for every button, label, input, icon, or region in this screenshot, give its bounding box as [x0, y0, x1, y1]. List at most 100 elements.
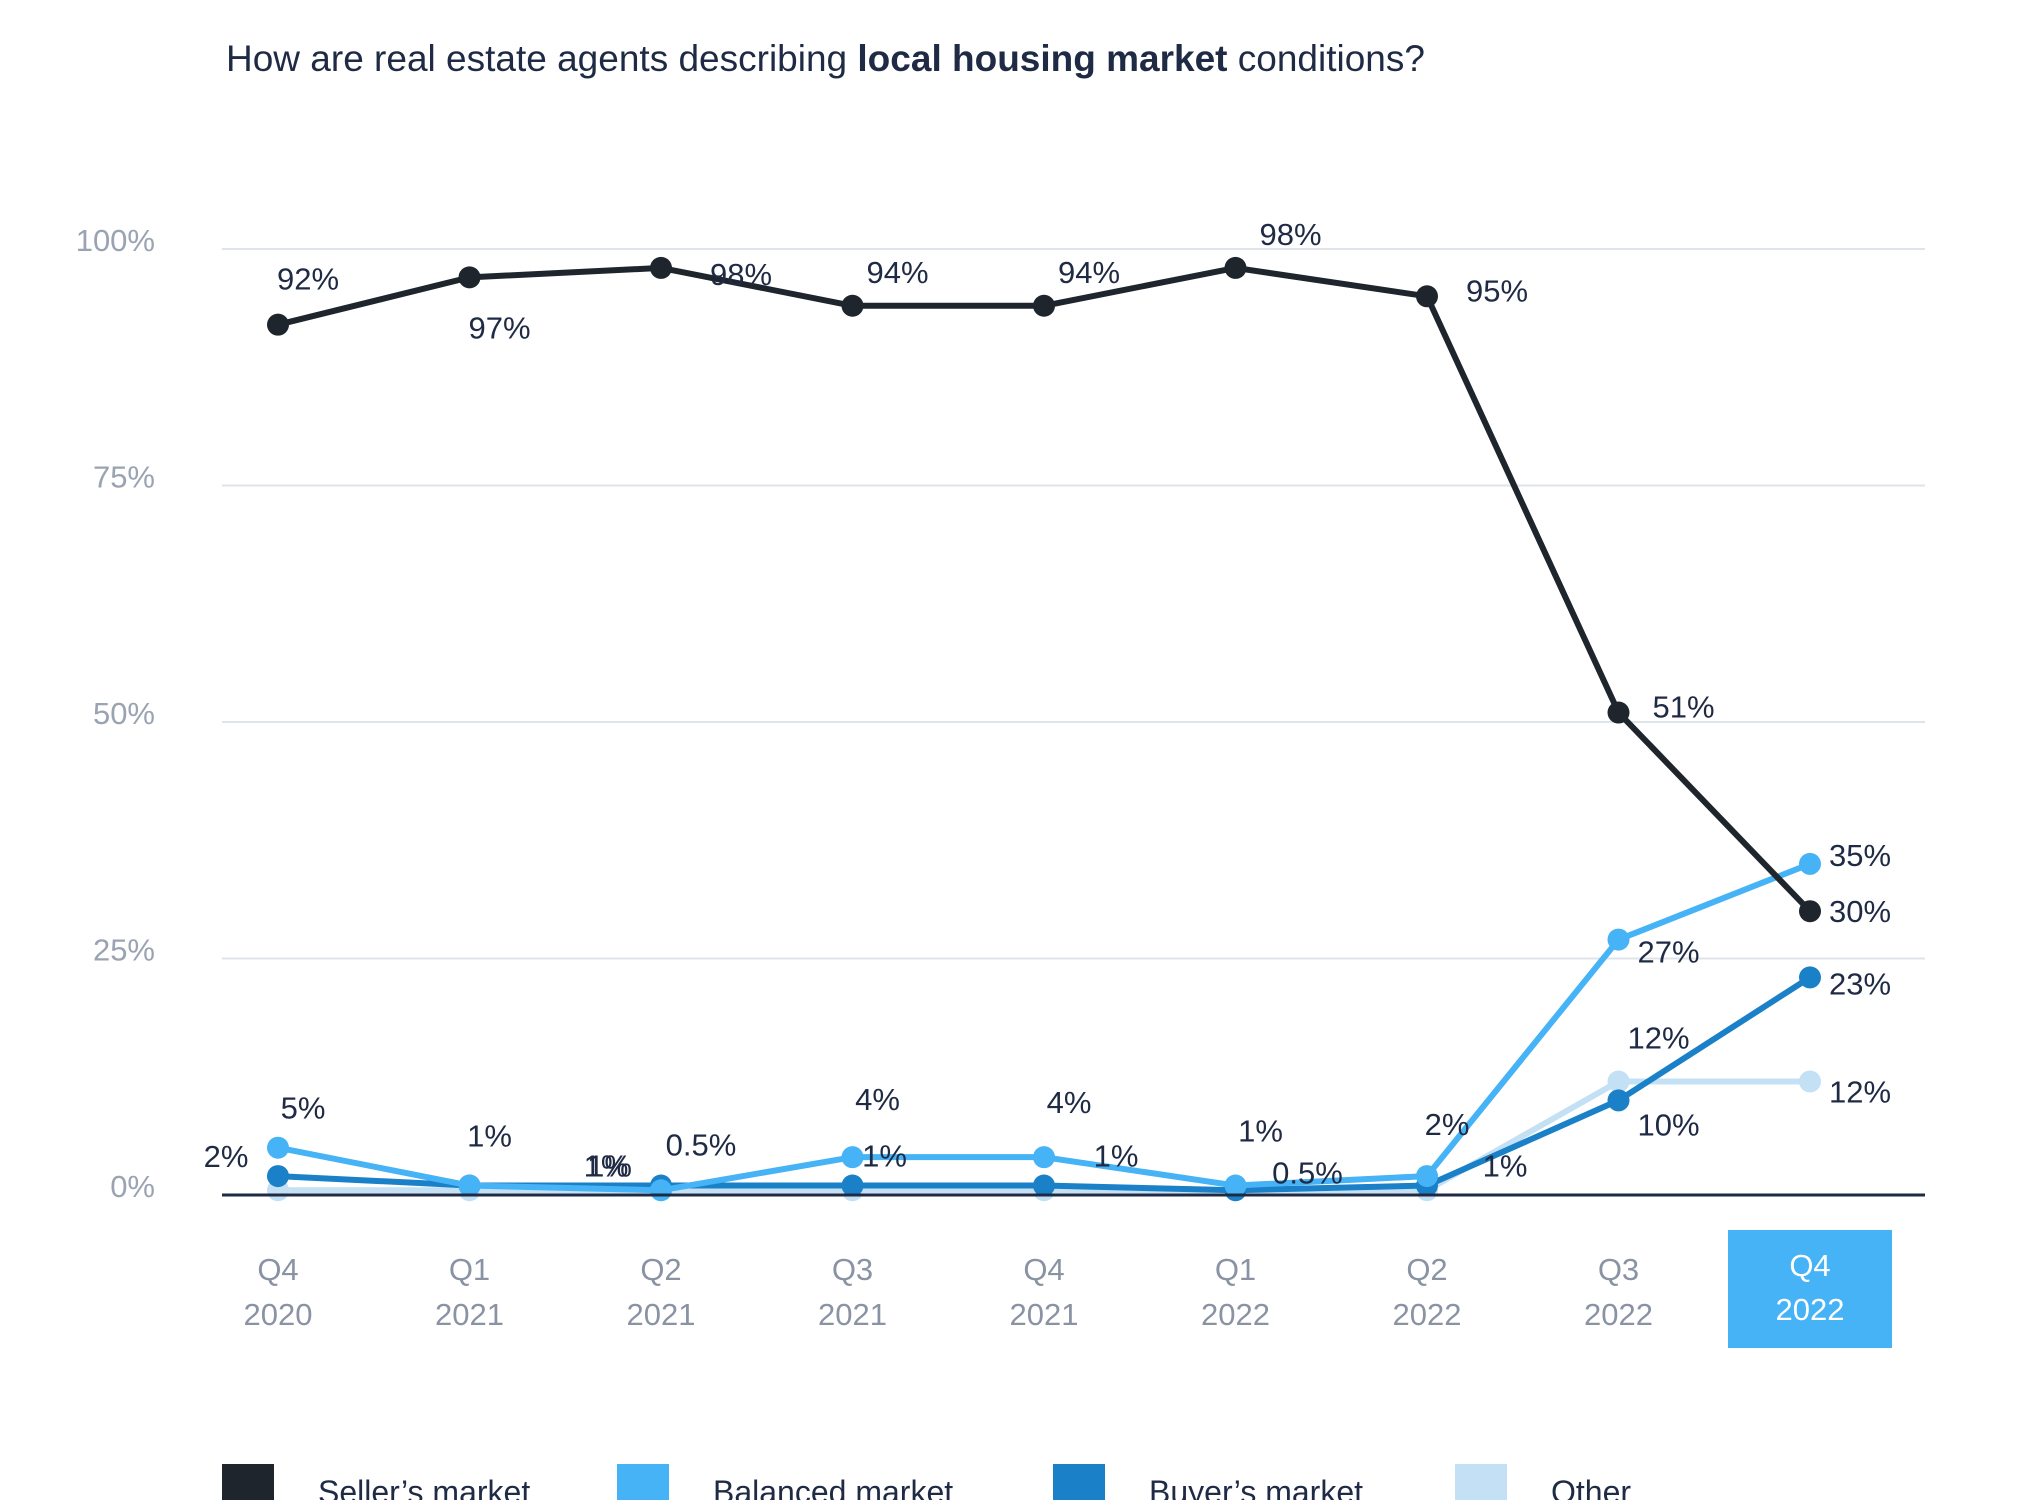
legend-label: Buyer’s market — [1149, 1474, 1363, 1500]
data-label: 1% — [587, 1149, 632, 1184]
series — [267, 256, 1821, 1202]
x-tick-year: 2022 — [1201, 1297, 1270, 1332]
data-label: 97% — [468, 310, 530, 345]
x-tick-highlight — [1728, 1230, 1892, 1348]
data-point — [650, 1179, 672, 1202]
y-axis-ticks: 0% 25% 50% 75% 100% — [76, 223, 155, 1204]
data-point — [1799, 1070, 1821, 1093]
data-point — [1416, 285, 1438, 308]
data-label: 92% — [277, 262, 339, 297]
legend-label: Other — [1551, 1474, 1631, 1500]
data-point — [1607, 701, 1630, 724]
data-point — [1224, 256, 1247, 279]
legend-item-balanced-market: Balanced market — [617, 1464, 953, 1505]
data-label: 0.5% — [666, 1127, 737, 1162]
x-tick-quarter: Q4 — [257, 1252, 298, 1287]
legend-item-buyer-s-market: Buyer’s market — [1053, 1464, 1363, 1505]
data-label: 10% — [1637, 1107, 1699, 1142]
data-label: 95% — [1466, 273, 1528, 308]
y-tick-label: 25% — [93, 933, 155, 968]
data-point — [1799, 900, 1821, 923]
data-point — [267, 313, 289, 336]
x-tick-year: 2022 — [1584, 1297, 1653, 1332]
legend: Seller’s market Balanced market Buyer’s ma… — [222, 1464, 1631, 1505]
data-point — [1033, 1174, 1055, 1197]
x-tick-year: 2020 — [244, 1297, 313, 1332]
data-point — [1224, 1174, 1247, 1197]
y-tick-label: 100% — [76, 223, 155, 258]
data-label: 1% — [862, 1139, 907, 1174]
chart-title: How are real estate agents describing lo… — [226, 38, 1425, 79]
x-tick-year: 2021 — [435, 1297, 504, 1332]
x-tick-quarter: Q1 — [1215, 1252, 1256, 1287]
data-point — [267, 1165, 289, 1188]
data-label: 1% — [1094, 1139, 1139, 1174]
x-tick-year: 2022 — [1776, 1292, 1845, 1327]
data-label: 27% — [1637, 935, 1699, 970]
legend-swatch — [1455, 1464, 1507, 1505]
data-label: 35% — [1829, 838, 1891, 873]
data-label: 1% — [1483, 1149, 1528, 1184]
data-point — [267, 1136, 289, 1159]
data-point — [1416, 1165, 1438, 1188]
x-tick-quarter: Q4 — [1023, 1252, 1064, 1287]
legend-swatch — [1053, 1464, 1105, 1505]
data-label: 5% — [281, 1091, 326, 1126]
data-label: 1% — [467, 1119, 512, 1154]
x-tick-quarter: Q1 — [449, 1252, 490, 1287]
legend-label: Seller’s market — [318, 1474, 530, 1500]
data-label: 4% — [1047, 1085, 1092, 1120]
data-point — [841, 1146, 864, 1169]
data-label: 30% — [1829, 894, 1891, 929]
x-tick-year: 2021 — [818, 1297, 887, 1332]
data-point — [1799, 852, 1821, 875]
x-tick-quarter: Q2 — [640, 1252, 681, 1287]
x-tick-year: 2021 — [627, 1297, 696, 1332]
y-tick-label: 75% — [93, 460, 155, 495]
x-tick-quarter: Q2 — [1406, 1252, 1447, 1287]
y-tick-label: 0% — [110, 1169, 155, 1204]
data-label: 94% — [866, 255, 928, 290]
legend-item-seller-s-market: Seller’s market — [222, 1464, 530, 1505]
data-point — [650, 256, 672, 279]
data-label: 1% — [1238, 1114, 1283, 1149]
data-label: 12% — [1627, 1020, 1689, 1055]
data-point — [458, 1174, 481, 1197]
data-label: 98% — [710, 257, 772, 292]
data-point — [458, 266, 481, 289]
legend-label: Balanced market — [713, 1474, 953, 1500]
data-label: 2% — [204, 1139, 249, 1174]
x-tick-year: 2021 — [1010, 1297, 1079, 1332]
data-label: 1% — [584, 1149, 629, 1184]
data-point — [841, 1174, 864, 1197]
series-line — [275, 264, 1813, 915]
series-seller-s-market — [267, 256, 1821, 923]
x-axis-ticks: Q4 2020 Q1 2021 Q2 2021 Q3 2021 Q4 2021 Q1 2022 Q2 20… — [244, 1230, 1892, 1348]
x-tick-quarter: Q3 — [832, 1252, 873, 1287]
data-point — [841, 294, 864, 317]
legend-swatch — [617, 1464, 669, 1505]
data-point — [1033, 294, 1055, 317]
grid — [222, 248, 1925, 960]
data-label: 94% — [1058, 255, 1120, 290]
legend-item-other: Other — [1455, 1464, 1631, 1505]
data-point — [1607, 1089, 1630, 1112]
chart-title-bold: local housing market — [857, 38, 1227, 79]
x-tick-quarter: Q3 — [1598, 1252, 1639, 1287]
data-labels: 92%97%98% 94% 94%98%95%51%30%5%1% 0.5%4% 4%1… — [204, 217, 1925, 1197]
data-point — [1607, 1070, 1630, 1093]
legend-swatch — [222, 1464, 274, 1505]
data-label: 2% — [1425, 1107, 1470, 1142]
chart-title-suffix: conditions? — [1228, 38, 1425, 79]
data-label: 51% — [1652, 690, 1714, 725]
data-point — [1033, 1146, 1055, 1169]
x-tick-year: 2022 — [1393, 1297, 1462, 1332]
x-tick-quarter: Q4 — [1789, 1248, 1830, 1283]
chart-title-prefix: How are real estate agents describing — [226, 38, 857, 79]
data-label: 4% — [855, 1082, 900, 1117]
data-label: 12% — [1829, 1074, 1891, 1109]
data-label: 0.5% — [1272, 1155, 1343, 1190]
y-tick-label: 50% — [93, 696, 155, 731]
